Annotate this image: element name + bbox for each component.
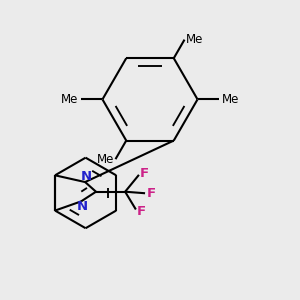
Text: N: N — [77, 200, 88, 213]
Text: Me: Me — [221, 93, 239, 106]
Text: Me: Me — [61, 93, 79, 106]
Text: F: F — [140, 167, 149, 179]
Text: Me: Me — [97, 153, 114, 166]
Text: F: F — [137, 205, 146, 218]
Text: N: N — [81, 170, 92, 183]
Text: F: F — [147, 187, 156, 200]
Text: Me: Me — [186, 33, 203, 46]
